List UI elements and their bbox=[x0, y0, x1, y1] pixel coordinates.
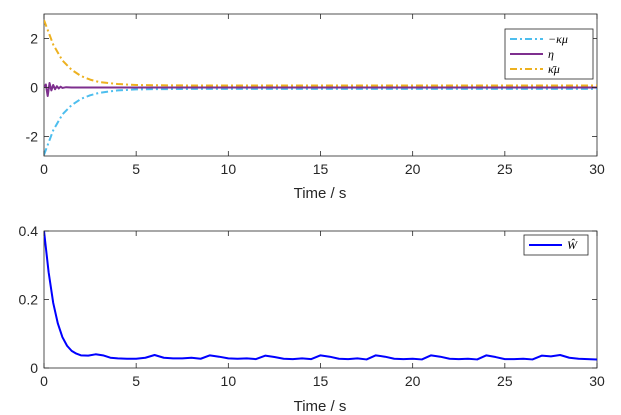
x-tick-label: 5 bbox=[132, 161, 140, 177]
bottom-legend: Ŵ bbox=[523, 234, 589, 256]
bottom-plot-ticks: 0 5 10 15 20 25 30 0 0.2 0.4 bbox=[19, 223, 605, 389]
x-tick-label: 20 bbox=[405, 161, 421, 177]
y-tick-label: 2 bbox=[30, 30, 38, 46]
x-tick-label: 30 bbox=[589, 161, 605, 177]
top-plot-ticks: 0 5 10 15 20 25 30 -2 0 2 bbox=[26, 14, 605, 177]
x-tick-label: 10 bbox=[221, 373, 237, 389]
series-line-0-1 bbox=[44, 82, 597, 98]
x-tick-label: 20 bbox=[405, 373, 421, 389]
legend-label: −κμ bbox=[548, 32, 568, 46]
x-tick-label: 10 bbox=[221, 161, 237, 177]
bottom-plot-lines bbox=[44, 231, 597, 361]
x-tick-label: 15 bbox=[313, 161, 329, 177]
legend-label: κ̄μ bbox=[548, 62, 560, 76]
legend-label: Ŵ bbox=[567, 238, 578, 252]
x-tick-label: 0 bbox=[40, 161, 48, 177]
y-tick-label: 0.2 bbox=[19, 292, 39, 308]
y-tick-label: 0 bbox=[30, 79, 38, 95]
x-tick-label: 0 bbox=[40, 373, 48, 389]
series-line-0-0 bbox=[44, 87, 597, 156]
y-tick-label: 0 bbox=[30, 360, 38, 376]
bottom-x-axis-label: Time / s bbox=[294, 398, 347, 415]
x-tick-label: 25 bbox=[497, 373, 513, 389]
bottom-plot: 0 5 10 15 20 25 30 0 0.2 0.4 Time / s Ŵ bbox=[19, 223, 605, 415]
series-line-1-0 bbox=[44, 231, 597, 361]
top-x-axis-label: Time / s bbox=[294, 185, 347, 202]
legend-label: η bbox=[548, 47, 554, 61]
top-plot-lines bbox=[44, 19, 597, 156]
x-tick-label: 15 bbox=[313, 373, 329, 389]
series-line-0-2 bbox=[44, 19, 597, 87]
y-tick-label: -2 bbox=[26, 128, 39, 144]
x-tick-label: 5 bbox=[132, 373, 140, 389]
x-tick-label: 25 bbox=[497, 161, 513, 177]
bottom-plot-frame bbox=[43, 230, 598, 369]
x-tick-label: 30 bbox=[589, 373, 605, 389]
y-tick-label: 0.4 bbox=[19, 223, 39, 239]
